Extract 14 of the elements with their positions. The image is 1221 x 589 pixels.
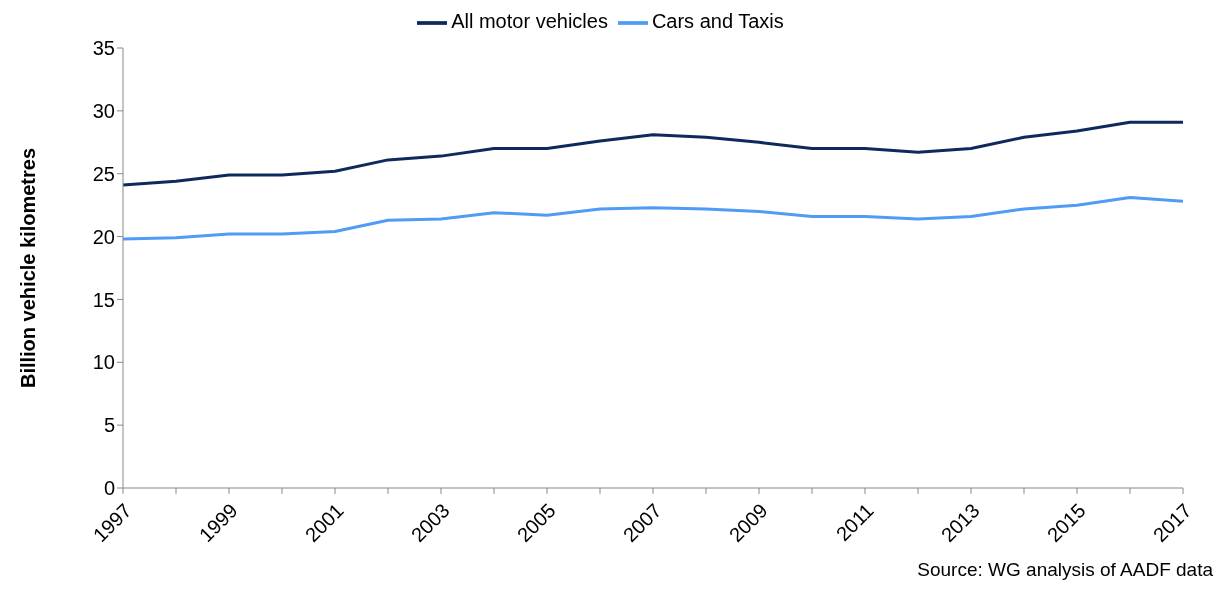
y-axis-title: Billion vehicle kilometres — [17, 147, 40, 389]
line-series — [123, 120, 1183, 187]
y-tick-label: 25 — [92, 162, 115, 185]
line-series — [123, 196, 1183, 241]
y-tick-label: 30 — [92, 99, 115, 122]
legend-label: Cars and Taxis — [651, 10, 784, 33]
y-tick-label: 35 — [92, 37, 115, 60]
y-tick-label: 10 — [92, 351, 115, 374]
source-note: Source: WG analysis of AADF data — [917, 559, 1213, 581]
y-tick-label: 5 — [103, 414, 115, 437]
y-tick-label: 20 — [92, 225, 115, 248]
y-tick-label: 15 — [92, 288, 115, 311]
legend-label: All motor vehicles — [451, 10, 608, 33]
y-tick-label: 0 — [103, 477, 115, 500]
